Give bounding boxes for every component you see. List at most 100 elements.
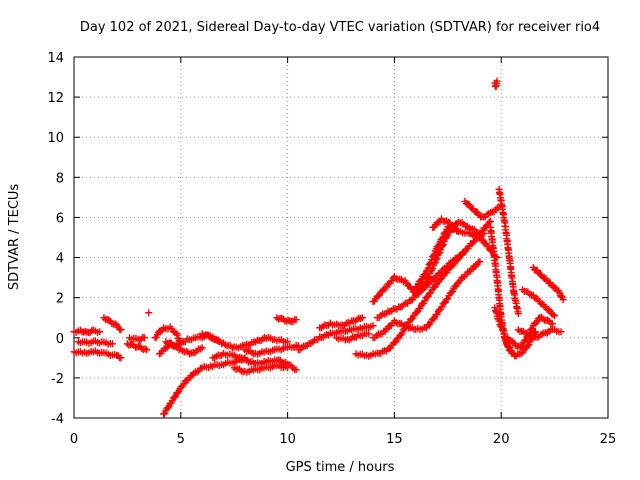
series-arc-k: [160, 354, 249, 418]
data-point: [435, 241, 443, 249]
data-point: [527, 325, 535, 333]
data-point: [551, 312, 559, 320]
series-arc-c: [74, 337, 116, 348]
x-tick-label: 25: [600, 432, 617, 447]
chart-title: Day 102 of 2021, Sidereal Day-to-day VTE…: [80, 20, 600, 35]
data-point: [423, 293, 431, 301]
data-point: [384, 323, 392, 331]
series-arc-q: [294, 322, 377, 354]
data-point: [173, 329, 181, 337]
data-point: [465, 268, 473, 276]
data-point: [140, 334, 148, 342]
data-point: [544, 305, 552, 313]
data-point: [532, 319, 540, 327]
data-point: [416, 304, 424, 312]
series-arc-s: [333, 330, 373, 344]
series-arc-r: [316, 314, 366, 332]
y-tick-label: 10: [47, 131, 64, 146]
series-arc-ab: [495, 185, 522, 318]
data-point: [424, 274, 432, 282]
data-point: [143, 346, 151, 354]
data-point: [96, 328, 104, 336]
series-arc-p: [273, 314, 300, 326]
data-point: [440, 299, 448, 307]
data-point: [117, 326, 125, 334]
data-point: [557, 328, 565, 336]
data-point: [137, 335, 145, 343]
data-point: [412, 309, 420, 317]
y-tick-label: 14: [47, 51, 64, 66]
data-point: [422, 281, 430, 289]
data-point: [417, 277, 425, 285]
series-arc-z: [461, 197, 503, 221]
data-point: [514, 310, 522, 318]
data-point: [453, 255, 461, 263]
data-point: [430, 250, 438, 258]
x-tick-label: 15: [386, 432, 403, 447]
series-arc-o: [241, 341, 302, 358]
data-point: [430, 315, 438, 323]
data-point: [517, 350, 525, 358]
data-point: [433, 254, 441, 262]
series-arc-n: [230, 361, 292, 376]
y-tick-label: 12: [47, 91, 64, 106]
series-arc-e: [123, 340, 151, 354]
series-arc-l: [198, 330, 292, 352]
data-point: [544, 316, 552, 324]
data-point: [485, 218, 493, 226]
data-point: [164, 404, 172, 412]
data-point: [284, 364, 292, 372]
series-arc-aa: [487, 223, 516, 356]
x-axis-label: GPS time / hours: [286, 460, 395, 475]
data-point: [436, 270, 444, 278]
data-point: [160, 410, 168, 418]
data-point: [480, 229, 488, 237]
data-point: [471, 263, 479, 271]
series-arc-y: [429, 215, 462, 235]
grid: [74, 57, 608, 418]
axis-ticks: 0 5 10 15 20 25 -4 -2 0 2 4 6 8 10 12 14: [47, 51, 616, 447]
data-point: [369, 322, 377, 330]
data-point: [433, 310, 441, 318]
series-arc-b: [70, 347, 125, 362]
data-point: [439, 233, 447, 241]
data-point: [365, 330, 373, 338]
data-point: [435, 219, 443, 227]
data-point: [497, 322, 505, 330]
y-tick-label: 8: [56, 171, 64, 186]
data-point: [419, 285, 427, 293]
data-point: [374, 292, 382, 300]
data-point: [487, 217, 495, 225]
data-point: [413, 291, 421, 299]
data-point: [405, 297, 413, 305]
data-point: [443, 295, 451, 303]
y-tick-label: -4: [51, 412, 64, 427]
data-point: [358, 314, 366, 322]
data-point: [454, 227, 462, 235]
data-point: [175, 387, 183, 395]
data-point: [514, 326, 522, 334]
data-point: [430, 252, 438, 260]
data-point: [292, 316, 300, 324]
data-point: [439, 265, 447, 273]
data-point: [292, 366, 300, 374]
data-point: [421, 270, 429, 278]
data-point: [174, 389, 182, 397]
series-arc-ae: [514, 325, 565, 341]
data-point: [543, 329, 551, 337]
data-point: [193, 368, 201, 376]
data-point: [476, 258, 484, 266]
data-point: [450, 223, 458, 231]
x-tick-label: 0: [70, 432, 78, 447]
data-point: [398, 329, 406, 337]
data-point: [449, 287, 457, 295]
series-arc-f: [126, 333, 148, 344]
series-arc-u: [369, 258, 484, 342]
data-point: [447, 289, 455, 297]
series-arc-h: [151, 323, 185, 348]
data-point: [198, 344, 206, 352]
y-tick-label: 2: [56, 292, 64, 307]
data-point: [498, 326, 506, 334]
data-point: [437, 246, 445, 254]
